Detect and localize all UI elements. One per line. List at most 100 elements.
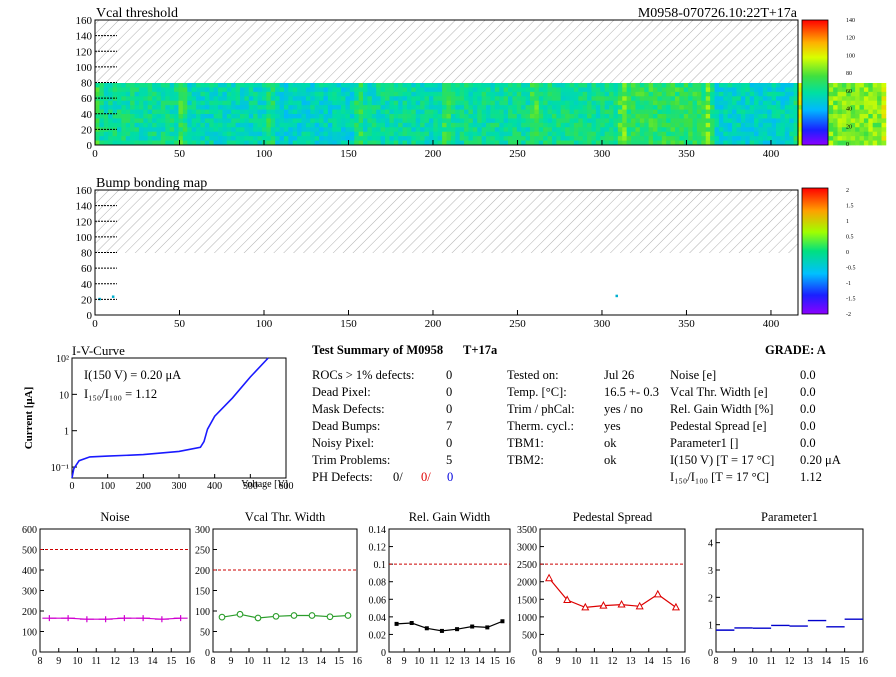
vcal-cell bbox=[239, 83, 245, 88]
vcal-cell bbox=[688, 83, 693, 88]
vcal-cell bbox=[551, 136, 557, 141]
vcal-cell bbox=[595, 105, 601, 110]
vcal-cell bbox=[130, 127, 135, 133]
vcal-cell bbox=[560, 100, 566, 106]
vcal-cell bbox=[165, 127, 171, 133]
vcal-cell bbox=[200, 118, 206, 124]
vcal-cell bbox=[178, 140, 184, 146]
vcal-cell bbox=[314, 105, 320, 110]
vcal-cell bbox=[235, 136, 241, 141]
vcal-cell bbox=[121, 114, 127, 119]
vcal-cell bbox=[521, 109, 526, 115]
vcal-cell bbox=[446, 109, 452, 115]
vcal-cell bbox=[358, 100, 364, 106]
vcal-cell bbox=[718, 140, 724, 146]
vcal-cell bbox=[543, 114, 548, 119]
summary-label: Noisy Pixel: bbox=[312, 436, 375, 450]
vcal-cell bbox=[261, 118, 267, 124]
vcal-cell bbox=[578, 127, 584, 133]
vcal-cell bbox=[565, 100, 570, 106]
vcal-cell bbox=[121, 96, 127, 102]
vcal-cell bbox=[692, 87, 698, 93]
vcal-cell bbox=[841, 83, 847, 88]
vcal-cell bbox=[112, 96, 118, 102]
vcal-cell bbox=[657, 127, 663, 133]
vcal-cell bbox=[841, 122, 847, 128]
hatched-region bbox=[95, 190, 798, 253]
vcal-cell bbox=[292, 118, 298, 124]
vcal-cell bbox=[828, 127, 834, 133]
vcal-cell bbox=[855, 83, 860, 88]
vcal-cell bbox=[850, 87, 856, 93]
vcal-cell bbox=[384, 109, 390, 115]
vcal-cell bbox=[828, 122, 834, 128]
vcal-cell bbox=[789, 105, 794, 110]
vcal-cell bbox=[701, 140, 707, 146]
vcal-cell bbox=[512, 136, 518, 141]
vcal-cell bbox=[191, 87, 197, 93]
vcal-cell bbox=[499, 127, 505, 133]
vcal-cell bbox=[727, 91, 733, 97]
vcal-cell bbox=[644, 109, 650, 115]
vcal-cell bbox=[494, 122, 500, 128]
vcal-cell bbox=[95, 136, 100, 141]
vcal-cell bbox=[345, 131, 351, 137]
vcal-cell bbox=[850, 114, 856, 119]
vcal-cell bbox=[846, 131, 852, 137]
vcal-cell bbox=[147, 96, 153, 102]
vcal-cell bbox=[653, 136, 658, 141]
vcal-cell bbox=[494, 140, 500, 146]
vcal-cell bbox=[420, 109, 425, 115]
vcal-cell bbox=[705, 136, 711, 141]
vcal-cell bbox=[226, 114, 232, 119]
vcal-cell bbox=[411, 131, 417, 137]
vcal-cell bbox=[666, 105, 671, 110]
vcal-cell bbox=[666, 118, 671, 124]
vcal-cell bbox=[784, 127, 790, 133]
vcal-cell bbox=[446, 87, 452, 93]
vcal-cell bbox=[380, 100, 386, 106]
vcal-cell bbox=[789, 118, 794, 124]
x-tick-label: 150 bbox=[340, 148, 357, 160]
vcal-cell bbox=[345, 118, 351, 124]
vcal-cell bbox=[398, 105, 403, 110]
vcal-cell bbox=[103, 83, 109, 88]
vcal-cell bbox=[108, 96, 113, 102]
vcal-cell bbox=[191, 118, 197, 124]
vcal-cell bbox=[341, 109, 346, 115]
vcal-cell bbox=[455, 100, 461, 106]
vcal-cell bbox=[512, 83, 518, 88]
vcal-cell bbox=[674, 91, 680, 97]
vcal-cell bbox=[701, 100, 707, 106]
vcal-cell bbox=[701, 118, 707, 124]
vcal-cell bbox=[314, 118, 320, 124]
vcal-cell bbox=[516, 131, 522, 137]
vcal-cell bbox=[600, 105, 606, 110]
vcal-cell bbox=[116, 136, 122, 141]
bump-title: Bump bonding map bbox=[96, 176, 207, 191]
vcal-cell bbox=[266, 109, 272, 115]
vcal-cell bbox=[187, 140, 193, 146]
vcal-cell bbox=[521, 140, 526, 146]
vcal-cell bbox=[468, 100, 474, 106]
vcal-cell bbox=[371, 122, 377, 128]
vcal-cell bbox=[226, 127, 232, 133]
vcal-cell bbox=[182, 136, 188, 141]
vcal-cell bbox=[732, 91, 737, 97]
vcal-cell bbox=[701, 105, 707, 110]
iv-x-tick-label: 600 bbox=[279, 481, 294, 490]
vcal-cell bbox=[275, 114, 280, 119]
vcal-cell bbox=[156, 118, 162, 124]
vcal-cell bbox=[670, 100, 676, 106]
vcal-cell bbox=[573, 100, 579, 106]
vcal-cell bbox=[209, 136, 215, 141]
vcal-cell bbox=[174, 105, 179, 110]
vcal-cell bbox=[560, 83, 566, 88]
vcal-cell bbox=[661, 109, 667, 115]
vcal-cell bbox=[850, 140, 856, 146]
vcal-cell bbox=[147, 140, 153, 146]
vcal-cell bbox=[503, 118, 509, 124]
vcal-cell bbox=[692, 127, 698, 133]
vcal-cell bbox=[859, 140, 865, 146]
vcal-cell bbox=[218, 122, 223, 128]
